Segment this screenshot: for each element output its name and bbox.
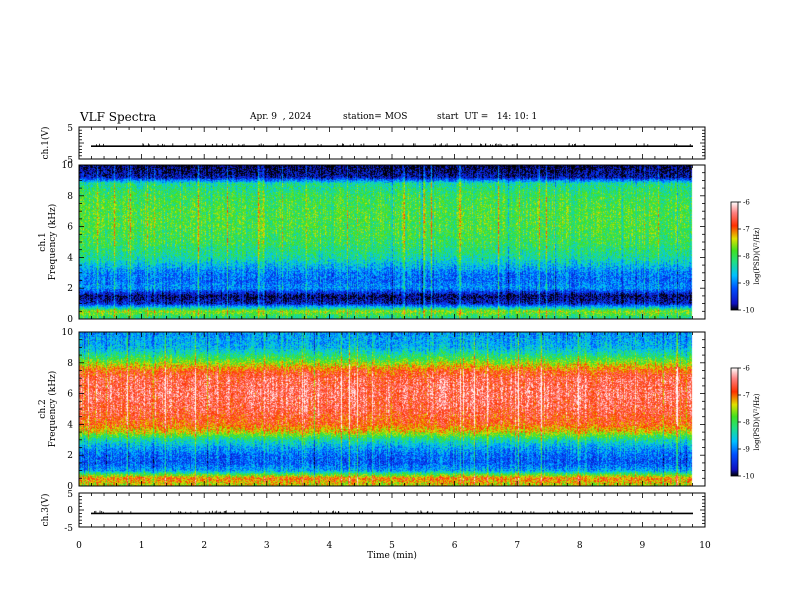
- colorbar-tick-label: -6: [743, 199, 750, 207]
- ch3-waveform-ylabel: ch.3(V): [40, 494, 51, 527]
- y-tick-label: 0: [67, 506, 73, 516]
- ch2-colorbar: -6 -7 -8 -9 -10 log(PSD)(V²/Hz): [730, 365, 761, 481]
- colorbar-tick-label: -8: [743, 253, 750, 261]
- colorbar-tick-label: -10: [743, 307, 754, 315]
- time-axis-ticklabels: 0 1 2 3 4 5 6 7 8 9 10: [76, 541, 711, 551]
- colorbar-tick-label: -7: [743, 392, 750, 400]
- ch1-colorbar: -6 -7 -8 -9 -10 log(PSD)(V²/Hz): [730, 199, 761, 315]
- ch3-waveform-spikes: [94, 510, 673, 514]
- ch1-waveform-spikes: [95, 143, 691, 147]
- y-tick-label: 0: [67, 482, 73, 492]
- start-time-label: start UT = 14: 10: 1: [437, 112, 538, 122]
- date-label: Apr. 9 , 2024: [250, 112, 312, 122]
- ch1-spectrogram-image: [79, 165, 705, 319]
- y-tick-label: 2: [67, 451, 73, 461]
- x-tick-label: 3: [264, 541, 270, 551]
- ch1-waveform-xticks: [78, 127, 706, 159]
- ch1-spectrogram-xticks: [78, 165, 706, 319]
- y-tick-label: 0: [67, 315, 73, 325]
- ch1-spectrogram-yticks: 0 2 4 6 8 10: [62, 161, 705, 325]
- y-tick-label: 10: [62, 328, 74, 338]
- ch3-waveform-yticks: 5 0 -5: [64, 490, 705, 534]
- y-tick-label: 5: [67, 124, 73, 134]
- ch3-waveform-panel: 50-5 ch.3(V) 0 1 2 3 4 5 6 7 8 9 10 Time (min): [40, 490, 711, 561]
- colorbar-tick-label: -7: [743, 226, 750, 234]
- ch2-colorbar-label: log(PSD)(V²/Hz): [753, 393, 761, 450]
- y-tick-label: -5: [64, 156, 73, 166]
- ch1-colorbar-scale: [730, 201, 739, 311]
- y-tick-label: 8: [67, 192, 73, 202]
- ch3-waveform-frame: [78, 492, 706, 528]
- colorbar-tick-label: -9: [743, 446, 750, 454]
- x-tick-label: 1: [139, 541, 145, 551]
- y-tick-label: 4: [67, 420, 73, 430]
- station-label: station= MOS: [343, 112, 408, 122]
- x-tick-label: 0: [76, 541, 82, 551]
- colorbar-tick-label: -6: [743, 365, 750, 373]
- y-tick-label: 2: [67, 284, 73, 294]
- ch1-spectrogram-panel: 0 2 4 6 8 10 ch.1 Frequency (kHz) -6 -7 -8 -9 -10…: [38, 161, 761, 325]
- ch2-spectrogram-panel: 0 2 4 6 8 10 ch.2 Frequency (kHz) -6 -7 -8 -9 -10…: [38, 328, 761, 492]
- ch1-colorbar-label: log(PSD)(V²/Hz): [753, 227, 761, 284]
- x-tick-label: 8: [577, 541, 583, 551]
- colorbar-tick-label: -10: [743, 473, 754, 481]
- chart-title: VLF Spectra: [80, 110, 157, 124]
- x-tick-label: 9: [640, 541, 646, 551]
- ch2-spectrogram-ylabel-channel: ch.2: [38, 399, 48, 418]
- ch2-spectrogram-xticks: [78, 332, 706, 486]
- y-tick-label: -5: [64, 524, 73, 534]
- x-tick-label: 10: [699, 541, 711, 551]
- ch1-waveform-panel: 5 -5 ch.1(V): [40, 124, 706, 166]
- time-axis-label: Time (min): [367, 550, 417, 561]
- ch2-spectrogram-yticks: 0 2 4 6 8 10: [62, 328, 705, 492]
- y-tick-label: 6: [67, 223, 73, 233]
- x-tick-label: 5: [389, 541, 395, 551]
- ch2-colorbar-scale: [730, 367, 739, 477]
- ch1-waveform-ylabel: ch.1(V): [40, 127, 51, 160]
- ch1-spectrogram-ylabel-frequency: Frequency (kHz): [47, 204, 58, 281]
- ch2-spectrogram-image: [79, 332, 705, 486]
- ch2-spectrogram-ylabel-frequency: Frequency (kHz): [47, 371, 58, 448]
- x-tick-label: 6: [452, 541, 458, 551]
- x-tick-label: 7: [514, 541, 520, 551]
- ch1-colorbar-ticks: -6 -7 -8 -9 -10: [738, 199, 754, 315]
- y-tick-label: 5: [67, 490, 73, 500]
- colorbar-tick-label: -9: [743, 280, 750, 288]
- ch1-spectrogram-ylabel-channel: ch.1: [38, 232, 48, 251]
- y-tick-label: 6: [67, 390, 73, 400]
- x-tick-label: 4: [327, 541, 333, 551]
- y-tick-label: 8: [67, 359, 73, 369]
- x-tick-label: 2: [201, 541, 207, 551]
- ch2-colorbar-ticks: -6 -7 -8 -9 -10: [738, 365, 754, 481]
- ch1-waveform-yticks: 5 -5: [64, 124, 705, 166]
- colorbar-tick-label: -8: [743, 419, 750, 427]
- y-tick-label: 10: [62, 161, 74, 171]
- ch3-waveform-xticks: [78, 493, 706, 527]
- y-tick-label: 4: [67, 253, 73, 263]
